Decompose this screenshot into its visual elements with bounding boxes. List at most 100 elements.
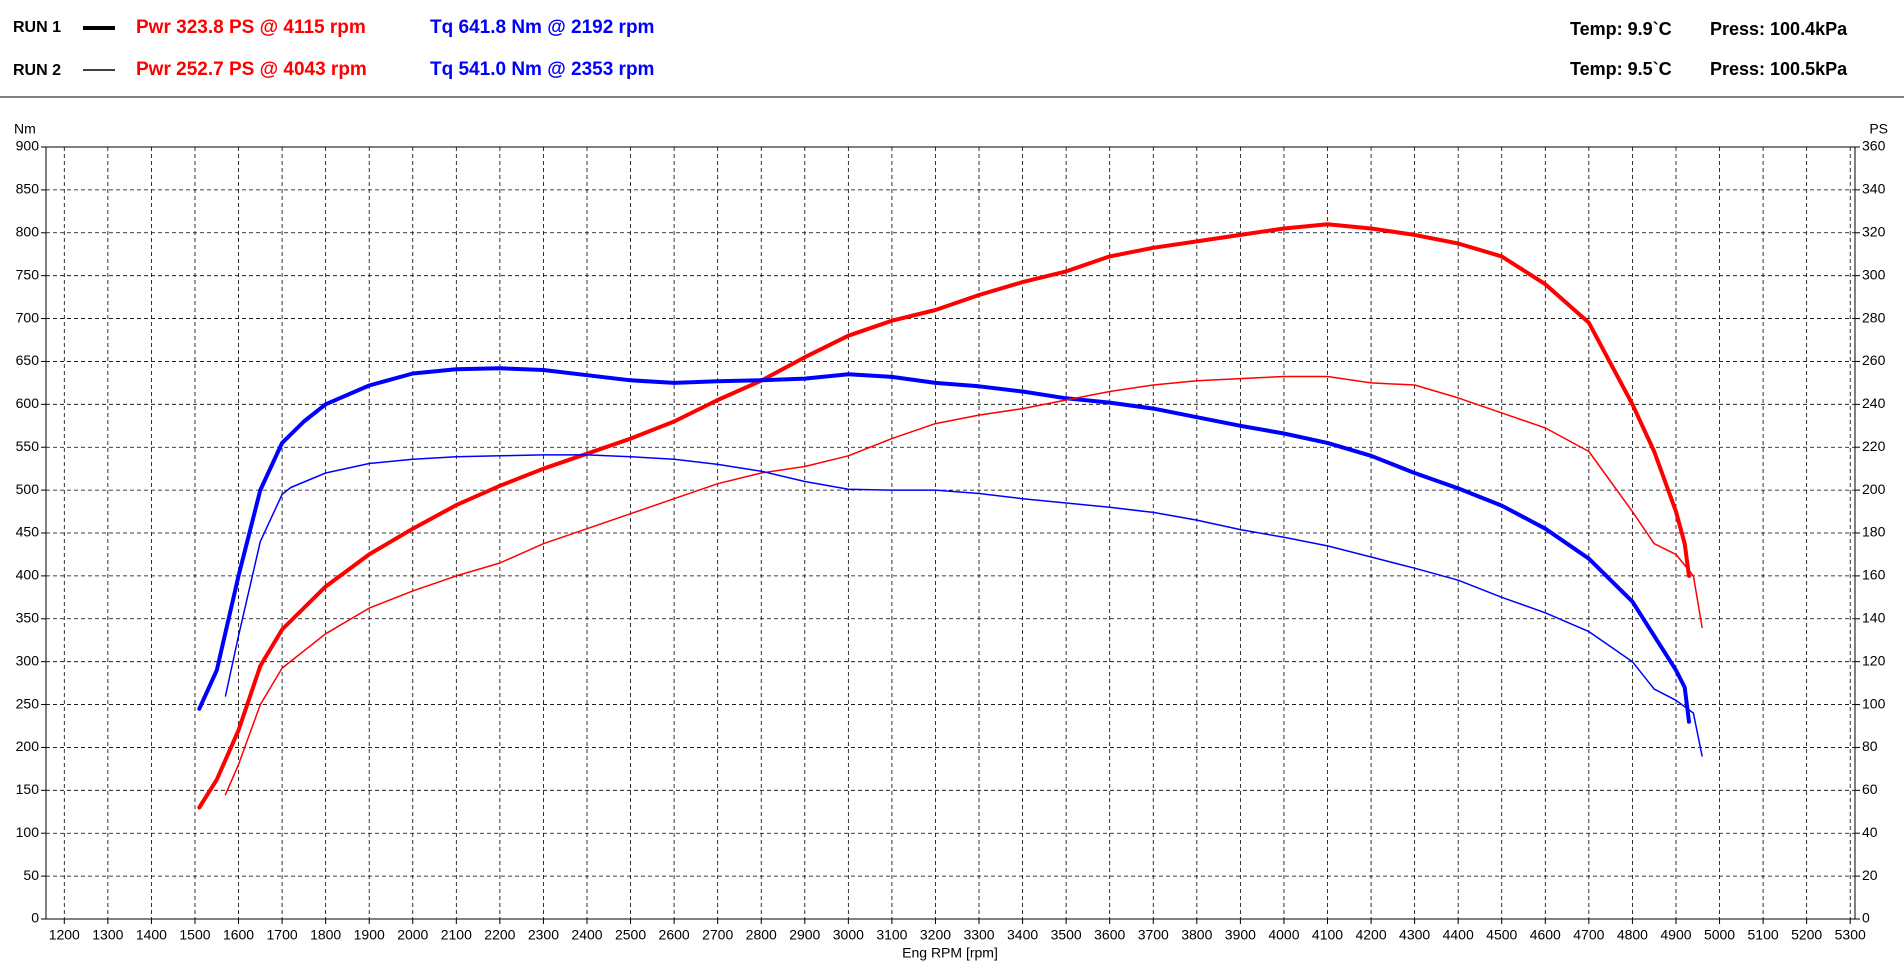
x-tick-label: 5000	[1704, 927, 1735, 943]
x-tick-label: 3700	[1138, 927, 1169, 943]
x-tick-label: 3400	[1007, 927, 1038, 943]
y-tick-label: 350	[16, 609, 40, 625]
y2-tick-label: 140	[1862, 609, 1886, 625]
torque-summary: Tq 641.8 Nm @ 2192 rpm	[430, 17, 654, 38]
run-label: RUN 1	[13, 19, 61, 36]
y-tick-label: 50	[23, 867, 39, 883]
y-tick-label: 250	[16, 695, 40, 711]
x-tick-label: 4000	[1268, 927, 1299, 943]
x-tick-label: 2700	[702, 927, 733, 943]
run-label: RUN 2	[13, 62, 61, 79]
x-tick-label: 3100	[876, 927, 907, 943]
x-tick-label: 5100	[1748, 927, 1779, 943]
y2-tick-label: 280	[1862, 309, 1886, 325]
curve	[224, 454, 1703, 757]
curve	[224, 375, 1703, 796]
y2-tick-label: 0	[1862, 910, 1870, 926]
x-tick-label: 1700	[267, 927, 298, 943]
x-tick-label: 3800	[1181, 927, 1212, 943]
x-tick-label: 2800	[746, 927, 777, 943]
x-tick-label: 3500	[1051, 927, 1082, 943]
curve	[197, 366, 1691, 724]
plot-frame	[45, 146, 1856, 920]
x-tick-label: 5300	[1835, 927, 1866, 943]
y2-tick-label: 360	[1862, 138, 1886, 154]
x-tick-label: 2400	[571, 927, 602, 943]
y-tick-label: 100	[16, 824, 40, 840]
y2-tick-label: 240	[1862, 395, 1886, 411]
press: Press: 100.4kPa	[1710, 19, 1848, 39]
x-tick-label: 4200	[1355, 927, 1386, 943]
torque-summary: Tq 541.0 Nm @ 2353 rpm	[430, 59, 654, 80]
x-tick-label: 5200	[1791, 927, 1822, 943]
x-tick-label: 4900	[1660, 927, 1691, 943]
x-tick-label: 3200	[920, 927, 951, 943]
y-axis-label: Nm	[14, 121, 36, 137]
y-tick-label: 150	[16, 781, 40, 797]
y2-tick-label: 260	[1862, 352, 1886, 368]
x-tick-label: 4300	[1399, 927, 1430, 943]
y-tick-label: 450	[16, 524, 40, 540]
y2-tick-label: 40	[1862, 824, 1878, 840]
y-tick-label: 700	[16, 309, 40, 325]
x-tick-label: 2000	[397, 927, 428, 943]
x-tick-label: 2500	[615, 927, 646, 943]
x-tick-label: 3000	[833, 927, 864, 943]
x-tick-label: 4700	[1573, 927, 1604, 943]
x-tick-label: 2900	[789, 927, 820, 943]
y2-tick-label: 20	[1862, 867, 1878, 883]
y2-axis-label: PS	[1869, 121, 1888, 137]
x-tick-label: 2300	[528, 927, 559, 943]
press: Press: 100.5kPa	[1710, 59, 1848, 79]
y-tick-label: 650	[16, 352, 40, 368]
curve	[197, 222, 1691, 810]
y-tick-label: 400	[16, 567, 40, 583]
power-summary: Pwr 323.8 PS @ 4115 rpm	[136, 17, 366, 38]
y2-tick-label: 220	[1862, 438, 1886, 454]
y-tick-label: 600	[16, 395, 40, 411]
power-summary: Pwr 252.7 PS @ 4043 rpm	[136, 59, 367, 80]
x-tick-label: 4800	[1617, 927, 1648, 943]
y-tick-label: 300	[16, 652, 40, 668]
x-tick-label: 1300	[92, 927, 123, 943]
y-tick-label: 0	[31, 910, 39, 926]
y2-tick-label: 120	[1862, 652, 1886, 668]
y2-tick-label: 160	[1862, 567, 1886, 583]
header: RUN 1 Pwr 323.8 PS @ 4115 rpm Tq 641.8 N…	[0, 17, 1904, 98]
y2-tick-label: 100	[1862, 695, 1886, 711]
x-tick-label: 1400	[136, 927, 167, 943]
y2-tick-label: 180	[1862, 524, 1886, 540]
y-tick-label: 850	[16, 181, 40, 197]
x-tick-label: 1900	[354, 927, 385, 943]
y-tick-label: 500	[16, 481, 40, 497]
x-tick-label: 1500	[179, 927, 210, 943]
x-tick-label: 3900	[1225, 927, 1256, 943]
x-tick-label: 3300	[963, 927, 994, 943]
y2-tick-label: 80	[1862, 738, 1878, 754]
y2-tick-label: 340	[1862, 181, 1886, 197]
x-tick-label: 4100	[1312, 927, 1343, 943]
x-tick-label: 1600	[223, 927, 254, 943]
x-tick-label: 3600	[1094, 927, 1125, 943]
y-tick-label: 750	[16, 266, 40, 282]
y-tick-label: 550	[16, 438, 40, 454]
y2-tick-label: 200	[1862, 481, 1886, 497]
y2-tick-label: 300	[1862, 266, 1886, 282]
y2-tick-label: 320	[1862, 223, 1886, 239]
y2-tick-label: 60	[1862, 781, 1878, 797]
x-tick-label: 1800	[310, 927, 341, 943]
x-tick-label: 2200	[484, 927, 515, 943]
x-axis-label: Eng RPM [rpm]	[902, 945, 998, 961]
x-tick-label: 4400	[1443, 927, 1474, 943]
x-tick-label: 2100	[441, 927, 472, 943]
x-tick-label: 4500	[1486, 927, 1517, 943]
y-tick-label: 200	[16, 738, 40, 754]
y-tick-label: 800	[16, 223, 40, 239]
temp: Temp: 9.5`C	[1570, 59, 1672, 79]
temp: Temp: 9.9`C	[1570, 19, 1672, 39]
x-tick-label: 1200	[49, 927, 80, 943]
y-tick-label: 900	[16, 138, 40, 154]
x-tick-label: 4600	[1530, 927, 1561, 943]
